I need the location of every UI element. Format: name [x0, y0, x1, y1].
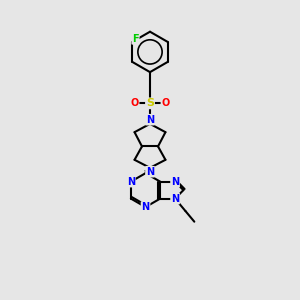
- Text: S: S: [146, 98, 154, 108]
- Text: F: F: [132, 34, 139, 44]
- Text: N: N: [142, 202, 150, 212]
- Text: O: O: [130, 98, 139, 108]
- Text: N: N: [146, 115, 154, 125]
- Text: N: N: [171, 177, 179, 187]
- Text: O: O: [161, 98, 169, 108]
- Text: N: N: [146, 167, 154, 177]
- Text: N: N: [127, 177, 135, 187]
- Text: N: N: [171, 194, 179, 204]
